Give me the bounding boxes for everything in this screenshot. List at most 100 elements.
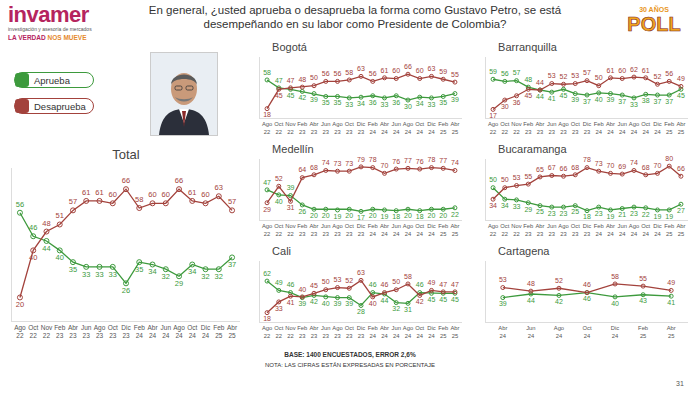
svg-text:45: 45 [287, 92, 295, 99]
svg-text:20: 20 [369, 212, 377, 219]
svg-text:17: 17 [489, 112, 497, 119]
svg-text:63: 63 [428, 65, 436, 72]
svg-text:Oct24: Oct24 [582, 325, 591, 339]
svg-text:55: 55 [524, 173, 532, 180]
svg-text:Ago23: Ago23 [332, 223, 342, 237]
svg-text:25: 25 [536, 208, 544, 215]
svg-text:27: 27 [677, 207, 685, 214]
svg-text:Dic24: Dic24 [653, 121, 661, 135]
svg-text:40: 40 [611, 300, 619, 307]
svg-text:60: 60 [162, 190, 170, 199]
svg-text:Ago23: Ago23 [558, 121, 568, 135]
svg-text:50: 50 [392, 278, 400, 285]
svg-text:30: 30 [501, 103, 509, 110]
svg-text:Ago23: Ago23 [332, 325, 342, 339]
svg-text:34: 34 [501, 202, 509, 209]
svg-text:59: 59 [489, 68, 497, 75]
svg-text:45: 45 [677, 92, 685, 99]
svg-text:19: 19 [334, 213, 342, 220]
svg-text:Oct23: Oct23 [345, 121, 354, 135]
svg-text:Feb23: Feb23 [523, 223, 533, 237]
svg-text:40: 40 [56, 253, 64, 262]
svg-text:Ago24: Ago24 [629, 121, 639, 135]
svg-text:29: 29 [524, 206, 532, 213]
svg-text:47: 47 [263, 179, 271, 186]
svg-text:45: 45 [275, 92, 283, 99]
svg-text:49: 49 [275, 279, 283, 286]
svg-text:53: 53 [334, 276, 342, 283]
svg-text:46: 46 [287, 281, 295, 288]
svg-text:20: 20 [16, 300, 24, 309]
svg-text:59: 59 [439, 68, 447, 75]
svg-text:35: 35 [69, 265, 77, 274]
svg-text:32: 32 [162, 272, 170, 281]
svg-text:Jun24: Jun24 [526, 325, 535, 339]
svg-text:Abr25: Abr25 [676, 121, 685, 135]
svg-text:33: 33 [95, 270, 103, 279]
svg-text:70: 70 [607, 162, 615, 169]
svg-text:Oct24: Oct24 [415, 325, 424, 339]
svg-text:61: 61 [188, 188, 196, 197]
svg-text:Dic24: Dic24 [427, 325, 435, 339]
svg-text:68: 68 [310, 164, 318, 171]
svg-text:Ago24: Ago24 [554, 325, 564, 339]
svg-text:61: 61 [381, 67, 389, 74]
svg-text:Bucaramanga: Bucaramanga [498, 143, 567, 155]
svg-text:19: 19 [607, 213, 615, 220]
svg-text:Abr25: Abr25 [450, 121, 459, 135]
svg-text:20: 20 [322, 212, 330, 219]
svg-text:68: 68 [642, 164, 650, 171]
svg-text:76: 76 [416, 158, 424, 165]
svg-text:37: 37 [654, 98, 662, 105]
svg-text:Dic24: Dic24 [611, 325, 619, 339]
svg-text:Jun23: Jun23 [321, 121, 330, 135]
svg-text:Oct23: Oct23 [345, 223, 354, 237]
svg-text:Abr24: Abr24 [147, 324, 158, 339]
svg-text:60: 60 [618, 67, 626, 74]
svg-text:56: 56 [334, 70, 342, 77]
svg-text:Abr23: Abr23 [68, 324, 79, 339]
svg-text:Dic23: Dic23 [583, 121, 591, 135]
svg-text:74: 74 [451, 159, 459, 166]
svg-text:17: 17 [357, 214, 365, 221]
svg-text:Feb24: Feb24 [368, 325, 378, 339]
svg-text:Feb24: Feb24 [594, 223, 604, 237]
svg-text:36: 36 [369, 99, 377, 106]
svg-text:73: 73 [334, 160, 342, 167]
svg-text:Nov22: Nov22 [285, 223, 295, 237]
svg-text:Dic23: Dic23 [357, 325, 365, 339]
svg-text:Oct23: Oct23 [345, 325, 354, 339]
svg-text:Ago22: Ago22 [14, 324, 26, 339]
svg-text:Jun23: Jun23 [547, 121, 556, 135]
svg-text:34: 34 [489, 202, 497, 209]
svg-text:20: 20 [310, 212, 318, 219]
svg-text:35: 35 [439, 99, 447, 106]
svg-text:39: 39 [571, 96, 579, 103]
svg-text:22: 22 [451, 211, 459, 218]
svg-text:Ago23: Ago23 [94, 324, 106, 339]
svg-text:52: 52 [275, 175, 283, 182]
svg-text:44: 44 [536, 79, 544, 86]
svg-text:33: 33 [428, 101, 436, 108]
svg-text:Abr25: Abr25 [676, 223, 685, 237]
svg-text:Abr25: Abr25 [227, 324, 238, 339]
svg-text:Total: Total [112, 147, 140, 162]
svg-text:56: 56 [16, 200, 24, 209]
svg-text:20: 20 [404, 212, 412, 219]
svg-text:52: 52 [345, 277, 353, 284]
svg-text:79: 79 [357, 156, 365, 163]
svg-text:55: 55 [639, 275, 647, 282]
svg-text:Ago22: Ago22 [262, 223, 272, 237]
svg-text:Abr23: Abr23 [536, 121, 545, 135]
svg-text:50: 50 [489, 176, 497, 183]
svg-text:Feb23: Feb23 [523, 121, 533, 135]
svg-text:49: 49 [677, 75, 685, 82]
svg-text:58: 58 [345, 69, 353, 76]
svg-text:Abr25: Abr25 [450, 223, 459, 237]
svg-text:45: 45 [439, 296, 447, 303]
svg-text:36: 36 [513, 99, 521, 106]
svg-text:66: 66 [404, 63, 412, 70]
svg-text:61: 61 [82, 188, 90, 197]
svg-text:Abr23: Abr23 [310, 325, 319, 339]
svg-text:19: 19 [654, 213, 662, 220]
